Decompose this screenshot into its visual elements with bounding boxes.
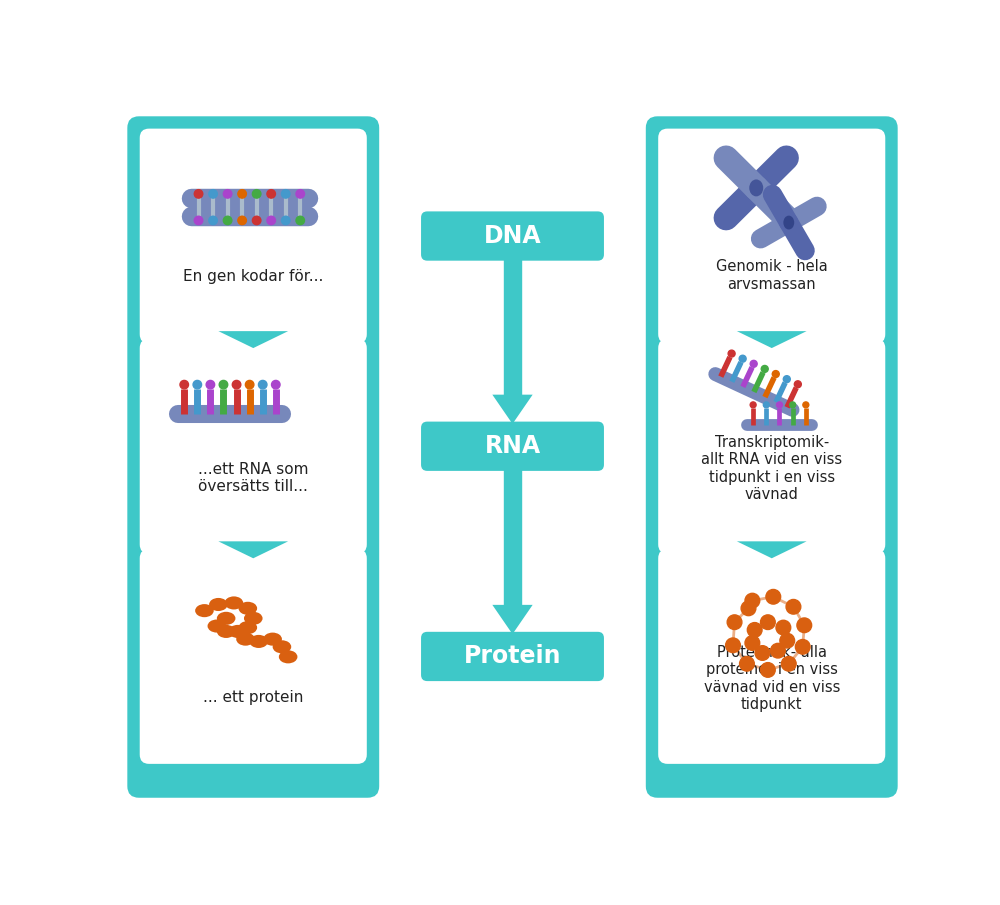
Text: Proteomik- alla
proteiner i en viss
vävnad vid en viss
tidpunkt: Proteomik- alla proteiner i en viss vävn… bbox=[704, 645, 840, 712]
Ellipse shape bbox=[228, 624, 247, 638]
Text: En gen kodar för...: En gen kodar för... bbox=[183, 269, 323, 284]
Circle shape bbox=[726, 638, 740, 653]
FancyBboxPatch shape bbox=[421, 422, 604, 471]
Circle shape bbox=[747, 623, 762, 637]
Circle shape bbox=[238, 216, 246, 224]
Polygon shape bbox=[218, 331, 288, 348]
FancyBboxPatch shape bbox=[140, 338, 367, 554]
Ellipse shape bbox=[208, 620, 226, 633]
Circle shape bbox=[761, 614, 775, 630]
Polygon shape bbox=[492, 395, 533, 424]
Polygon shape bbox=[218, 541, 288, 558]
FancyBboxPatch shape bbox=[658, 338, 885, 554]
Circle shape bbox=[790, 402, 796, 408]
Bar bbox=[504, 254, 521, 395]
Ellipse shape bbox=[263, 633, 282, 645]
Circle shape bbox=[783, 376, 790, 383]
Circle shape bbox=[245, 380, 254, 389]
FancyBboxPatch shape bbox=[658, 549, 885, 764]
Circle shape bbox=[797, 618, 812, 633]
Circle shape bbox=[219, 380, 228, 389]
Circle shape bbox=[741, 601, 756, 615]
Ellipse shape bbox=[244, 612, 263, 624]
Circle shape bbox=[780, 634, 795, 648]
FancyBboxPatch shape bbox=[421, 632, 604, 681]
Circle shape bbox=[750, 360, 757, 367]
Circle shape bbox=[794, 381, 801, 387]
Circle shape bbox=[745, 594, 760, 608]
Circle shape bbox=[193, 380, 202, 389]
Bar bbox=[504, 465, 521, 605]
Circle shape bbox=[771, 643, 785, 658]
Circle shape bbox=[777, 402, 782, 408]
Circle shape bbox=[755, 645, 770, 661]
Circle shape bbox=[761, 366, 768, 372]
Circle shape bbox=[795, 640, 810, 654]
FancyBboxPatch shape bbox=[127, 117, 379, 797]
Polygon shape bbox=[737, 541, 807, 558]
Circle shape bbox=[772, 370, 779, 377]
Circle shape bbox=[194, 190, 203, 198]
FancyBboxPatch shape bbox=[140, 549, 367, 764]
Circle shape bbox=[745, 635, 760, 651]
Circle shape bbox=[728, 350, 735, 357]
Ellipse shape bbox=[236, 633, 255, 645]
Circle shape bbox=[296, 190, 305, 198]
Text: Protein: Protein bbox=[464, 644, 561, 669]
Text: RNA: RNA bbox=[484, 434, 541, 458]
Circle shape bbox=[763, 402, 769, 408]
FancyBboxPatch shape bbox=[140, 129, 367, 344]
Ellipse shape bbox=[217, 612, 235, 624]
Ellipse shape bbox=[239, 602, 257, 614]
Circle shape bbox=[761, 662, 775, 677]
Ellipse shape bbox=[225, 596, 243, 609]
Polygon shape bbox=[737, 331, 807, 348]
Text: Transkriptomik-
allt RNA vid en viss
tidpunkt i en viss
vävnad: Transkriptomik- allt RNA vid en viss tid… bbox=[701, 435, 842, 502]
Circle shape bbox=[272, 380, 280, 389]
Circle shape bbox=[281, 216, 290, 224]
Ellipse shape bbox=[217, 624, 235, 638]
Text: ...ett RNA som
översätts till...: ...ett RNA som översätts till... bbox=[198, 462, 309, 494]
Circle shape bbox=[786, 599, 801, 614]
Circle shape bbox=[223, 216, 232, 224]
Circle shape bbox=[209, 216, 217, 224]
FancyBboxPatch shape bbox=[421, 212, 604, 261]
Circle shape bbox=[740, 656, 754, 672]
Circle shape bbox=[267, 190, 275, 198]
Circle shape bbox=[750, 402, 756, 408]
Circle shape bbox=[766, 589, 781, 605]
Circle shape bbox=[180, 380, 189, 389]
Ellipse shape bbox=[273, 640, 291, 653]
Circle shape bbox=[727, 614, 742, 630]
Circle shape bbox=[252, 190, 261, 198]
Circle shape bbox=[206, 380, 215, 389]
Ellipse shape bbox=[249, 635, 268, 648]
Text: ... ett protein: ... ett protein bbox=[203, 690, 303, 705]
Text: DNA: DNA bbox=[484, 224, 541, 248]
Ellipse shape bbox=[279, 651, 297, 663]
Circle shape bbox=[803, 402, 809, 408]
Circle shape bbox=[739, 356, 746, 362]
Text: Genomik - hela
arvsmassan: Genomik - hela arvsmassan bbox=[716, 260, 828, 291]
FancyBboxPatch shape bbox=[646, 117, 898, 797]
Polygon shape bbox=[492, 605, 533, 634]
Circle shape bbox=[296, 216, 305, 224]
Circle shape bbox=[232, 380, 241, 389]
Circle shape bbox=[781, 656, 796, 672]
Circle shape bbox=[209, 190, 217, 198]
Circle shape bbox=[281, 190, 290, 198]
Ellipse shape bbox=[239, 621, 257, 634]
FancyBboxPatch shape bbox=[658, 129, 885, 344]
Ellipse shape bbox=[783, 215, 794, 230]
Circle shape bbox=[223, 190, 232, 198]
Circle shape bbox=[252, 216, 261, 224]
Circle shape bbox=[238, 190, 246, 198]
Ellipse shape bbox=[749, 179, 763, 196]
Circle shape bbox=[194, 216, 203, 224]
Circle shape bbox=[776, 620, 791, 635]
Ellipse shape bbox=[209, 598, 228, 611]
Circle shape bbox=[267, 216, 275, 224]
Ellipse shape bbox=[195, 605, 214, 617]
Circle shape bbox=[258, 380, 267, 389]
